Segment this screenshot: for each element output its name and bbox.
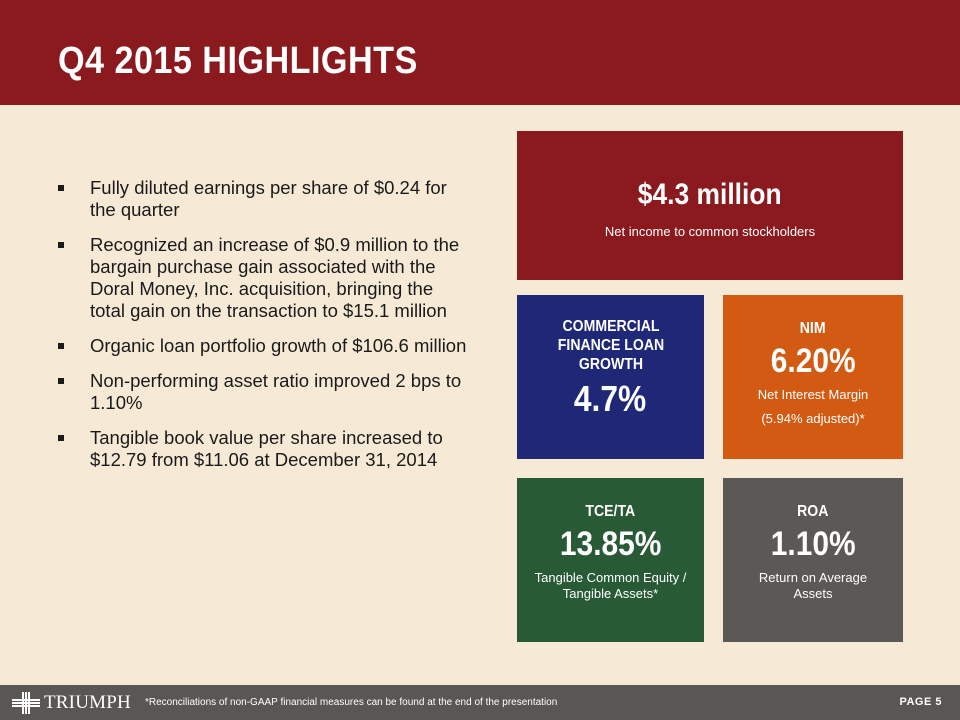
nim-value: 6.20% bbox=[770, 342, 856, 380]
net-income-value: $4.3 million bbox=[638, 178, 782, 211]
commercial-finance-heading: COMMERCIAL FINANCE LOAN GROWTH bbox=[557, 318, 664, 373]
footnote: *Reconciliations of non-GAAP financial m… bbox=[145, 697, 558, 708]
roa-heading: ROA bbox=[797, 503, 829, 520]
list-item: Recognized an increase of $0.9 million t… bbox=[58, 234, 468, 322]
nim-box: NIM 6.20% Net Interest Margin (5.94% adj… bbox=[723, 295, 903, 459]
footer-bar: TRIUMPH *Reconciliations of non-GAAP fin… bbox=[0, 685, 960, 720]
bullet-square-icon bbox=[58, 435, 64, 441]
commercial-finance-value: 4.7% bbox=[574, 378, 647, 419]
bullet-square-icon bbox=[58, 185, 64, 191]
roa-box: ROA 1.10% Return on Average Assets bbox=[723, 478, 903, 642]
roa-value: 1.10% bbox=[770, 525, 856, 563]
tce-ta-box: TCE/TA 13.85% Tangible Common Equity / T… bbox=[517, 478, 704, 642]
nim-adjusted: (5.94% adjusted)* bbox=[761, 411, 865, 426]
bullet-square-icon bbox=[58, 378, 64, 384]
page-number: PAGE 5 bbox=[899, 696, 942, 708]
triumph-logo: TRIUMPH bbox=[12, 692, 131, 714]
bullet-text: Recognized an increase of $0.9 million t… bbox=[90, 234, 460, 321]
list-item: Fully diluted earnings per share of $0.2… bbox=[58, 177, 468, 221]
page-title: Q4 2015 HIGHLIGHTS bbox=[58, 40, 418, 82]
net-income-label: Net income to common stockholders bbox=[604, 224, 816, 239]
list-item: Organic loan portfolio growth of $106.6 … bbox=[58, 335, 468, 357]
highlights-list: Fully diluted earnings per share of $0.2… bbox=[58, 177, 468, 484]
bullet-text: Tangible book value per share increased … bbox=[90, 427, 443, 470]
bullet-square-icon bbox=[58, 242, 64, 248]
list-item: Non-performing asset ratio improved 2 bp… bbox=[58, 370, 468, 414]
nim-heading: NIM bbox=[800, 320, 826, 337]
tce-ta-value: 13.85% bbox=[559, 525, 662, 563]
bullet-text: Fully diluted earnings per share of $0.2… bbox=[90, 177, 447, 220]
header-bar: Q4 2015 HIGHLIGHTS bbox=[0, 0, 960, 105]
commercial-finance-box: COMMERCIAL FINANCE LOAN GROWTH 4.7% bbox=[517, 295, 704, 459]
tce-ta-heading: TCE/TA bbox=[585, 503, 636, 520]
logo-text: TRIUMPH bbox=[44, 692, 131, 713]
nim-label: Net Interest Margin bbox=[757, 387, 869, 402]
bullet-text: Non-performing asset ratio improved 2 bp… bbox=[90, 370, 462, 413]
bullet-square-icon bbox=[58, 343, 64, 349]
tce-ta-label: Tangible Common Equity / Tangible Assets… bbox=[534, 570, 687, 601]
cross-logo-icon bbox=[12, 692, 40, 714]
list-item: Tangible book value per share increased … bbox=[58, 427, 468, 471]
bullet-text: Organic loan portfolio growth of $106.6 … bbox=[90, 335, 467, 356]
net-income-box: $4.3 million Net income to common stockh… bbox=[517, 131, 903, 280]
roa-label: Return on Average Assets bbox=[758, 570, 868, 601]
